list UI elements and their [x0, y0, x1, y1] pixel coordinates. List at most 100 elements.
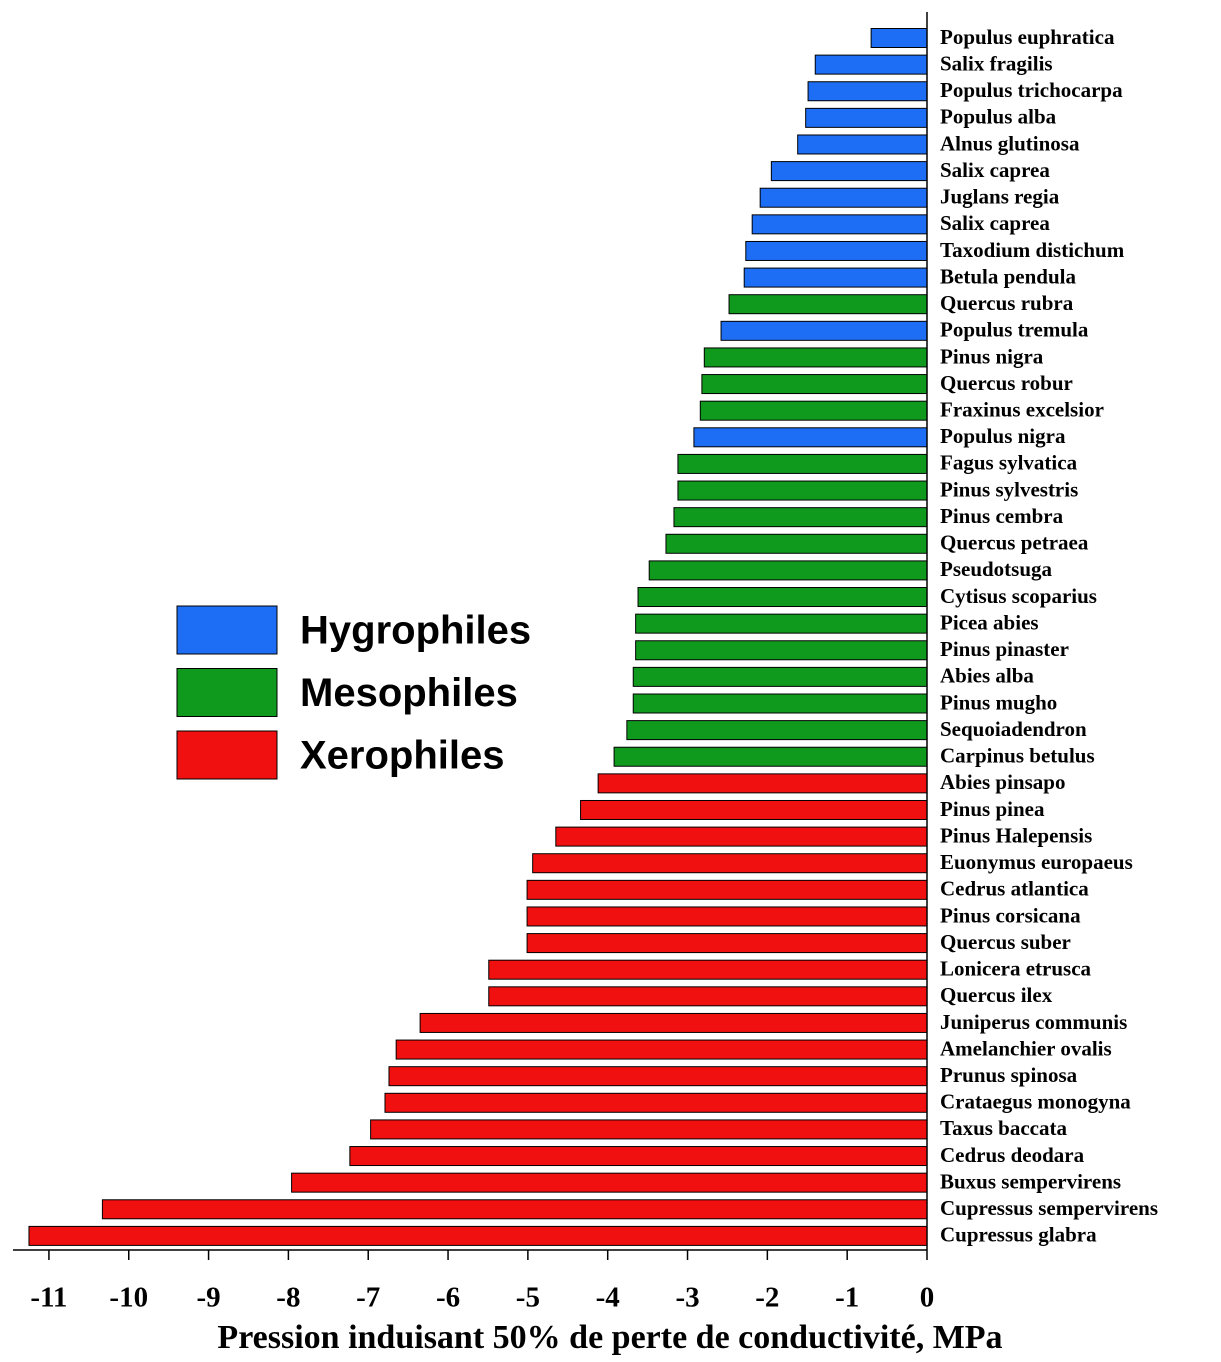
x-tick-label: -6	[436, 1282, 460, 1314]
category-label: Cytisus scoparius	[940, 584, 1097, 608]
category-label: Pinus cembra	[940, 504, 1064, 528]
bar	[384, 1092, 928, 1113]
bar	[743, 267, 928, 288]
category-label: Lonicera etrusca	[940, 957, 1092, 981]
bar	[677, 480, 928, 501]
category-label: Salix fragilis	[940, 51, 1053, 75]
category-label: Cupressus sempervirens	[940, 1196, 1158, 1220]
category-label: Quercus rubra	[940, 291, 1074, 315]
bar	[677, 453, 928, 474]
x-tick-label: -5	[516, 1282, 540, 1314]
bar	[488, 986, 928, 1007]
bar	[291, 1172, 928, 1193]
category-label: Amelanchier ovalis	[940, 1036, 1112, 1060]
bar	[632, 666, 928, 687]
category-label: Picea abies	[940, 610, 1039, 634]
bar	[526, 879, 928, 900]
bar	[759, 187, 928, 208]
x-tick-label: -2	[755, 1282, 779, 1314]
category-label: Carpinus betulus	[940, 744, 1095, 768]
category-label: Quercus robur	[940, 371, 1073, 395]
category-label: Pinus Halepensis	[940, 823, 1092, 847]
category-label: Salix caprea	[940, 158, 1050, 182]
bar	[635, 613, 928, 634]
category-label: Alnus glutinosa	[940, 131, 1080, 155]
bar	[526, 906, 928, 927]
category-label: Pinus corsicana	[940, 903, 1081, 927]
bar	[693, 427, 928, 448]
bar	[728, 294, 928, 315]
category-label: Populus tremula	[940, 318, 1089, 342]
x-tick-label: -9	[196, 1282, 220, 1314]
bar	[720, 320, 928, 341]
category-label: Populus nigra	[940, 424, 1066, 448]
category-label: Quercus ilex	[940, 983, 1053, 1007]
bar	[488, 959, 928, 980]
category-label: Euonymus europaeus	[940, 850, 1133, 874]
x-tick-label: -7	[356, 1282, 380, 1314]
category-label: Populus alba	[940, 105, 1057, 129]
category-label: Abies pinsapo	[940, 770, 1065, 794]
bar	[699, 400, 928, 421]
category-label: Pinus nigra	[940, 344, 1044, 368]
bar	[807, 81, 928, 102]
bar	[597, 773, 928, 794]
bar	[632, 693, 928, 714]
bar	[701, 374, 928, 395]
category-label: Buxus sempervirens	[940, 1169, 1121, 1193]
bar	[665, 533, 928, 554]
category-label: Pinus mugho	[940, 690, 1057, 714]
bar	[673, 507, 928, 528]
x-tick-label: -8	[276, 1282, 300, 1314]
category-label: Crataegus monogyna	[940, 1090, 1131, 1114]
bar	[395, 1039, 928, 1060]
bar	[703, 347, 928, 368]
category-label: Pinus pinea	[940, 797, 1045, 821]
legend-label: Xerophiles	[300, 734, 505, 778]
bar	[870, 28, 928, 48]
bar	[532, 853, 928, 874]
category-label: Populus euphratica	[940, 25, 1115, 49]
bar	[637, 587, 928, 608]
bar	[626, 720, 928, 741]
bar	[555, 826, 928, 847]
x-tick-label: -10	[109, 1282, 148, 1314]
x-axis-label: Pression induisant 50% de perte de condu…	[217, 1319, 1002, 1356]
bar	[526, 933, 928, 954]
bar	[814, 54, 928, 75]
bar	[28, 1225, 928, 1246]
category-label: Quercus petraea	[940, 531, 1089, 555]
category-label: Juniperus communis	[940, 1010, 1127, 1034]
category-label: Betula pendula	[940, 264, 1076, 288]
bar	[797, 134, 928, 155]
bar	[648, 560, 928, 581]
bar	[751, 214, 928, 235]
category-label: Pinus pinaster	[940, 637, 1069, 661]
bar	[613, 746, 928, 767]
bar	[805, 107, 928, 128]
category-label: Cedrus atlantica	[940, 877, 1089, 901]
category-label: Salix caprea	[940, 211, 1050, 235]
category-label: Prunus spinosa	[940, 1063, 1078, 1087]
x-tick-label: -1	[835, 1282, 859, 1314]
category-label: Cupressus glabra	[940, 1223, 1097, 1247]
legend-swatch	[176, 605, 278, 655]
legend-label: Hygrophiles	[300, 609, 531, 653]
category-label: Abies alba	[940, 664, 1034, 688]
legend-label: Mesophiles	[300, 671, 518, 715]
legend-swatch	[176, 668, 278, 717]
category-label: Cedrus deodara	[940, 1143, 1085, 1167]
bar	[419, 1012, 928, 1033]
category-label: Sequoiadendron	[940, 717, 1087, 741]
x-tick-label: -4	[596, 1282, 620, 1314]
category-label: Taxus baccata	[940, 1116, 1067, 1140]
x-tick-label: 0	[920, 1282, 935, 1314]
category-label: Fagus sylvatica	[940, 451, 1078, 475]
category-label: Quercus suber	[940, 930, 1071, 954]
bar	[370, 1119, 928, 1140]
bar	[770, 161, 928, 182]
bar	[745, 240, 928, 261]
category-label: Pinus sylvestris	[940, 477, 1078, 501]
legend-swatch	[176, 730, 278, 780]
